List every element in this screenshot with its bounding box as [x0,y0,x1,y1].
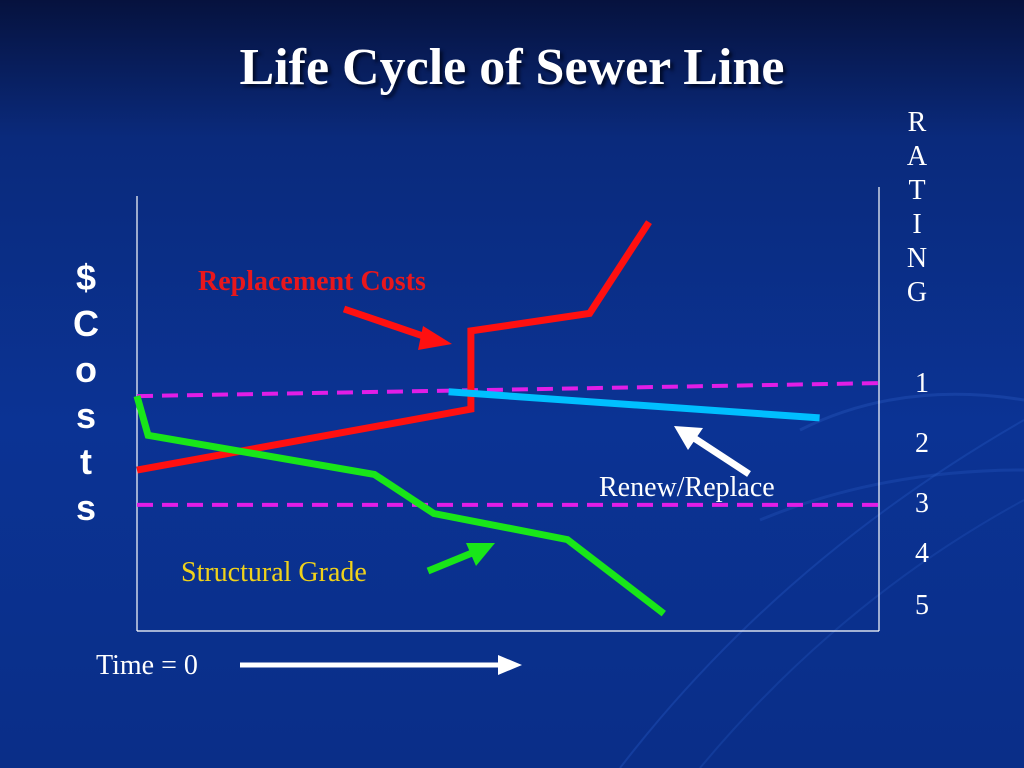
time-zero-label: Time = 0 [96,650,198,681]
replacement-costs-arrowhead [418,326,452,350]
rating-level-5: 5 [915,590,929,621]
costs-label-char: o [75,349,97,390]
costs-label-char: t [80,441,92,482]
renew-replace-arrowhead [674,426,703,450]
costs-axis-label: $ C o s t s [68,255,104,531]
renew-replace-arrow [692,435,751,477]
structural-grade-arrow [426,549,474,575]
rating-label-char: R [907,107,927,138]
rating-label-char: A [906,141,928,172]
costs-label-char: $ [75,257,97,298]
replacement-costs-label: Replacement Costs [198,266,426,297]
replacement-costs-arrow [342,305,428,341]
rating-label-char: N [906,243,928,274]
rating-level-4: 4 [915,538,929,569]
rating-label-char: I [912,209,922,240]
costs-label-char: s [75,487,97,528]
costs-label-char: C [73,303,99,344]
structural-grade-line [133,395,666,617]
renew-replace-label: Renew/Replace [599,472,775,503]
structural-grade-arrowhead [466,543,495,566]
structural-grade-label: Structural Grade [181,557,367,588]
rating-level-2: 2 [915,428,929,459]
rating-label-char: G [906,277,928,308]
slide-title: Life Cycle of Sewer Line [239,39,785,96]
time-arrowhead [498,655,522,675]
rating-level-1: 1 [915,368,929,399]
rating-axis-label: R A T I N G [896,106,938,310]
replacement-costs-line [136,220,652,474]
rating-level-3: 3 [915,488,929,519]
rating-label-char: T [908,175,926,206]
renew-replace-line [448,388,820,422]
costs-label-char: s [75,395,97,436]
